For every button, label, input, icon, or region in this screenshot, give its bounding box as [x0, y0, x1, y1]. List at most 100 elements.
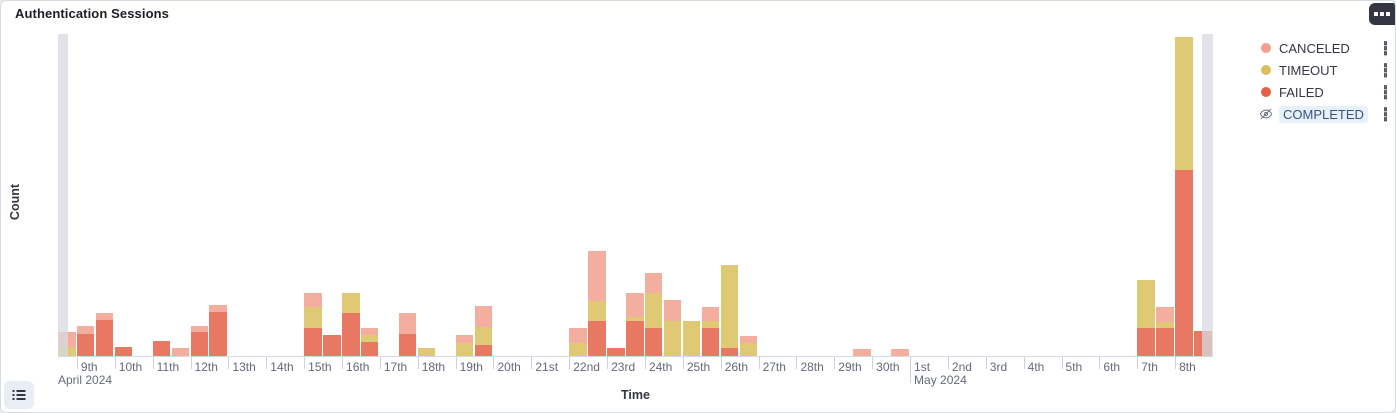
bar-segment-timeout[interactable] — [588, 301, 606, 321]
bar-segment-canceled[interactable] — [171, 348, 190, 356]
bar-may-7-am[interactable] — [1137, 34, 1155, 356]
bar-apr-22-am[interactable] — [569, 34, 587, 356]
bar-apr-19-pm[interactable] — [474, 34, 493, 356]
bar-apr-26-pm[interactable] — [739, 34, 758, 356]
bar-apr-9-am[interactable] — [76, 34, 95, 356]
bar-segment-canceled[interactable] — [474, 306, 493, 327]
bar-segment-canceled[interactable] — [663, 300, 682, 321]
bar-segment-failed[interactable] — [152, 341, 171, 356]
bar-apr-25-am[interactable] — [682, 34, 701, 356]
bar-apr-15-am[interactable] — [304, 34, 322, 356]
bar-apr-19-am[interactable] — [455, 34, 474, 356]
bar-may-7-pm[interactable] — [1156, 34, 1174, 356]
bar-segment-canceled[interactable] — [739, 336, 758, 343]
bar-apr-16-am[interactable] — [342, 34, 360, 356]
bar-segment-canceled[interactable] — [190, 326, 209, 332]
bar-apr-18-am[interactable] — [417, 34, 436, 356]
bar-segment-canceled[interactable] — [644, 273, 663, 293]
bar-segment-timeout[interactable] — [701, 321, 720, 328]
bar-segment-canceled[interactable] — [569, 328, 587, 343]
bar-apr-24-am[interactable] — [644, 34, 663, 356]
bar-segment-failed[interactable] — [95, 320, 114, 356]
bar-segment-canceled[interactable] — [891, 349, 909, 356]
bar-apr-30-pm[interactable] — [891, 34, 909, 356]
bar-segment-canceled[interactable] — [95, 313, 114, 320]
bar-segment-canceled[interactable] — [626, 293, 644, 317]
bar-apr-12-pm[interactable] — [209, 34, 227, 356]
bar-apr-23-am[interactable] — [607, 34, 625, 356]
bar-apr-22-pm[interactable] — [588, 34, 606, 356]
bar-segment-canceled[interactable] — [1156, 307, 1174, 322]
legend-item-failed[interactable]: FAILED — [1253, 81, 1391, 103]
bar-segment-timeout[interactable] — [1137, 280, 1155, 328]
bar-segment-failed[interactable] — [398, 334, 417, 356]
bar-segment-timeout[interactable] — [739, 343, 758, 356]
bar-apr-16-pm[interactable] — [360, 34, 379, 356]
bar-segment-failed[interactable] — [644, 328, 663, 356]
bar-segment-timeout[interactable] — [417, 348, 436, 356]
bar-segment-canceled[interactable] — [701, 307, 720, 321]
bar-segment-canceled[interactable] — [398, 313, 417, 334]
bar-segment-failed[interactable] — [323, 335, 341, 356]
bar-segment-canceled[interactable] — [76, 326, 95, 334]
bar-segment-canceled[interactable] — [360, 328, 379, 335]
bar-segment-timeout[interactable] — [474, 327, 493, 345]
legend-item-canceled[interactable]: CANCELED — [1253, 37, 1391, 59]
bar-segment-timeout[interactable] — [1175, 37, 1193, 170]
bar-segment-timeout[interactable] — [682, 321, 701, 356]
bar-segment-failed[interactable] — [360, 342, 379, 356]
bar-segment-failed[interactable] — [626, 321, 644, 356]
bar-segment-failed[interactable] — [474, 345, 493, 356]
bar-apr-29-pm[interactable] — [853, 34, 871, 356]
bar-segment-failed[interactable] — [209, 312, 227, 356]
bar-segment-failed[interactable] — [1137, 328, 1155, 356]
bar-segment-failed[interactable] — [720, 348, 739, 356]
bar-apr-26-am[interactable] — [720, 34, 739, 356]
bar-segment-failed[interactable] — [304, 328, 322, 356]
bar-segment-timeout[interactable] — [342, 293, 360, 313]
bar-may-8-am[interactable] — [1175, 34, 1193, 356]
bar-segment-timeout[interactable] — [720, 265, 739, 348]
bar-segment-failed[interactable] — [701, 328, 720, 356]
bar-segment-canceled[interactable] — [209, 305, 227, 312]
bar-apr-11-pm[interactable] — [171, 34, 190, 356]
legend-item-completed[interactable]: COMPLETED — [1253, 103, 1391, 125]
bar-segment-failed[interactable] — [588, 321, 606, 356]
boxes-vertical-icon[interactable] — [1382, 39, 1390, 57]
panel-options-button[interactable] — [1369, 3, 1395, 25]
legend-item-timeout[interactable]: TIMEOUT — [1253, 59, 1391, 81]
bar-segment-timeout[interactable] — [304, 307, 322, 328]
bar-segment-canceled[interactable] — [304, 293, 322, 307]
bar-segment-timeout[interactable] — [569, 343, 587, 356]
bar-apr-11-am[interactable] — [152, 34, 171, 356]
bar-apr-12-am[interactable] — [190, 34, 209, 356]
bar-apr-25-pm[interactable] — [701, 34, 720, 356]
bar-segment-canceled[interactable] — [588, 251, 606, 301]
bar-segment-failed[interactable] — [1175, 170, 1193, 356]
legend-toggle-button[interactable] — [4, 381, 34, 409]
bar-segment-canceled[interactable] — [853, 349, 871, 356]
bar-segment-failed[interactable] — [607, 348, 625, 356]
bar-segment-failed[interactable] — [342, 313, 360, 356]
bar-segment-failed[interactable] — [1156, 328, 1174, 356]
bar-segment-canceled[interactable] — [455, 335, 474, 343]
bar-segment-failed[interactable] — [190, 332, 209, 356]
boxes-vertical-icon[interactable] — [1382, 61, 1390, 79]
boxes-vertical-icon[interactable] — [1382, 83, 1390, 101]
bar-apr-17-pm[interactable] — [398, 34, 417, 356]
bar-segment-timeout[interactable] — [1156, 322, 1174, 328]
bar-apr-15-pm[interactable] — [323, 34, 341, 356]
bar-apr-10-am[interactable] — [114, 34, 133, 356]
bar-segment-timeout[interactable] — [663, 321, 682, 356]
bar-segment-timeout[interactable] — [455, 343, 474, 356]
bar-segment-timeout[interactable] — [360, 335, 379, 342]
bar-apr-24-pm[interactable] — [663, 34, 682, 356]
bar-apr-23-pm[interactable] — [626, 34, 644, 356]
bar-apr-9-pm[interactable] — [95, 34, 114, 356]
bar-segment-failed[interactable] — [114, 347, 133, 356]
boxes-vertical-icon[interactable] — [1382, 105, 1390, 123]
bar-segment-failed[interactable] — [76, 334, 95, 356]
bar-segment-timeout[interactable] — [644, 293, 663, 328]
plot-area[interactable] — [58, 34, 1213, 357]
bar-segment-timeout[interactable] — [626, 317, 644, 321]
